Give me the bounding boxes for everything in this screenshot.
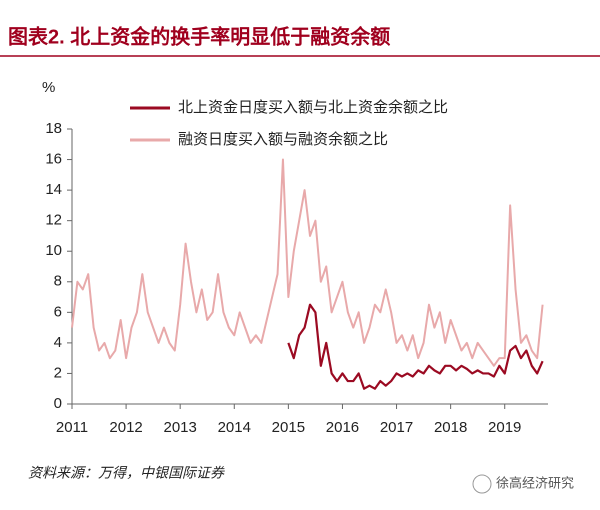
y-tick-label: 12: [45, 212, 62, 229]
y-tick-label: 6: [54, 303, 62, 320]
x-tick-label: 2017: [380, 419, 413, 436]
y-tick-label: 14: [45, 181, 62, 198]
series-line: [287, 303, 544, 390]
y-tick-label: 4: [54, 334, 62, 351]
legend-label: 北上资金日度买入额与北上资金余额之比: [178, 98, 448, 116]
x-tick-label: 2014: [218, 419, 251, 436]
x-tick-label: 2016: [326, 419, 359, 436]
x-tick-label: 2019: [488, 419, 521, 436]
x-tick-label: 2018: [434, 419, 467, 436]
y-tick-label: 8: [54, 273, 62, 290]
x-tick-label: 2015: [272, 419, 305, 436]
y-tick-label: 18: [45, 120, 62, 137]
x-tick-label: 2012: [109, 419, 142, 436]
chart-title: 图表2. 北上资金的换手率明显低于融资余额: [8, 24, 390, 48]
series-line: [71, 158, 544, 367]
y-axis-label: %: [42, 79, 55, 96]
x-tick-label: 2013: [163, 419, 196, 436]
watermark-icon: [472, 474, 492, 494]
y-tick-label: 2: [54, 364, 62, 381]
x-tick-label: 2011: [56, 419, 88, 436]
watermark: 徐高经济研究: [496, 475, 574, 490]
y-tick-label: 10: [45, 242, 62, 259]
legend-label: 融资日度买入额与融资余额之比: [178, 130, 388, 148]
y-tick-label: 16: [45, 151, 62, 168]
y-tick-label: 0: [54, 395, 62, 412]
source-note: 资料来源：万得，中银国际证券: [28, 465, 225, 481]
